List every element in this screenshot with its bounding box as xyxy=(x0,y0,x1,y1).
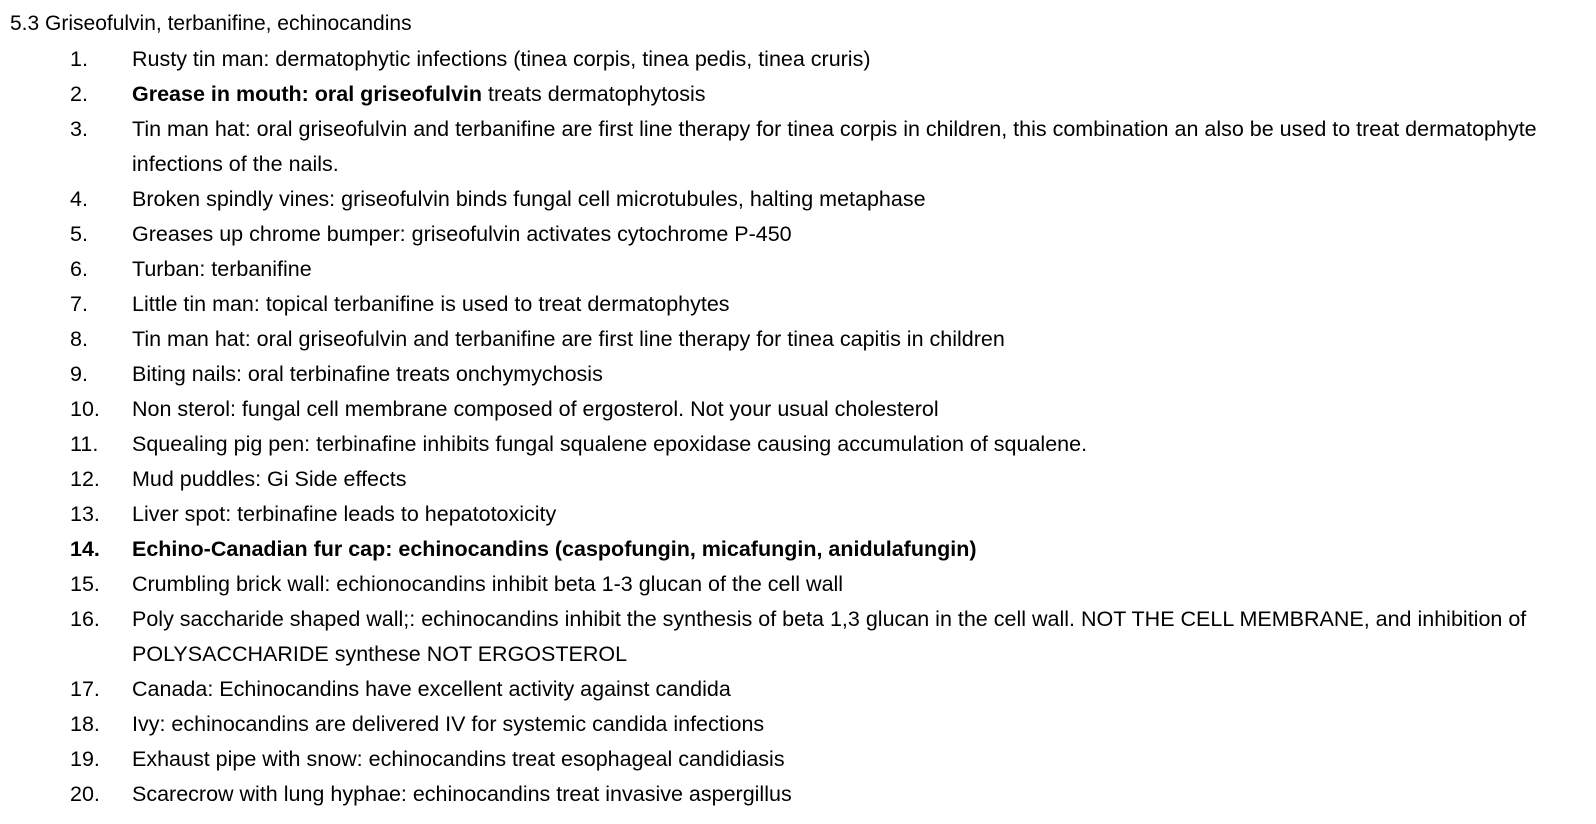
item-text: Non sterol: fungal cell membrane compose… xyxy=(132,397,939,421)
list-item: 3. Tin man hat: oral griseofulvin and te… xyxy=(10,112,1580,182)
item-text: Turban: terbanifine xyxy=(132,257,312,281)
item-number: 14. xyxy=(70,537,100,561)
item-number: 15. xyxy=(70,572,100,596)
item-number: 6. xyxy=(70,257,88,281)
item-text: Grease in mouth: oral griseofulvin treat… xyxy=(132,77,1580,112)
item-text: Liver spot: terbinafine leads to hepatot… xyxy=(132,502,557,526)
item-number: 12. xyxy=(70,467,100,491)
item-number: 11. xyxy=(70,432,99,456)
item-bold-text: Grease in mouth: oral griseofulvin xyxy=(132,82,483,106)
item-number: 3. xyxy=(70,117,88,141)
item-text: Scarecrow with lung hyphae: echinocandin… xyxy=(132,782,792,806)
item-number: 16. xyxy=(70,607,100,631)
item-text: Broken spindly vines: griseofulvin binds… xyxy=(132,187,926,211)
list-item: 13. Liver spot: terbinafine leads to hep… xyxy=(10,497,1580,532)
item-number: 1. xyxy=(70,47,88,71)
list-item: 1. Rusty tin man: dermatophytic infectio… xyxy=(10,42,1580,77)
item-plain-text: treats dermatophytosis xyxy=(482,82,706,106)
list-item: 15. Crumbling brick wall: echionocandins… xyxy=(10,567,1580,602)
item-text: Crumbling brick wall: echionocandins inh… xyxy=(132,572,844,596)
item-text: Rusty tin man: dermatophytic infections … xyxy=(132,47,871,71)
item-text: Greases up chrome bumper: griseofulvin a… xyxy=(132,222,792,246)
item-text: Biting nails: oral terbinafine treats on… xyxy=(132,362,603,386)
item-text: Little tin man: topical terbanifine is u… xyxy=(132,292,730,316)
item-number: 7. xyxy=(70,292,88,316)
item-text: Tin man hat: oral griseofulvin and terba… xyxy=(132,117,1537,176)
item-text: Exhaust pipe with snow: echinocandins tr… xyxy=(132,747,785,771)
list-item: 14. Echino-Canadian fur cap: echinocandi… xyxy=(10,532,1580,567)
list-item: 17. Canada: Echinocandins have excellent… xyxy=(10,672,1580,707)
list-item: 10. Non sterol: fungal cell membrane com… xyxy=(10,392,1580,427)
list-item: 18. Ivy: echinocandins are delivered IV … xyxy=(10,707,1580,742)
item-number: 20. xyxy=(70,782,100,806)
item-number: 19. xyxy=(70,747,100,771)
item-number: 18. xyxy=(70,712,100,736)
list-item: 19. Exhaust pipe with snow: echinocandin… xyxy=(10,742,1580,777)
list-item: 16. Poly saccharide shaped wall;: echino… xyxy=(10,602,1580,672)
list-item: 6. Turban: terbanifine xyxy=(10,252,1580,287)
item-text: Canada: Echinocandins have excellent act… xyxy=(132,677,731,701)
item-text: Poly saccharide shaped wall;: echinocand… xyxy=(132,607,1527,666)
item-number: 5. xyxy=(70,222,88,246)
item-text: Ivy: echinocandins are delivered IV for … xyxy=(132,712,765,736)
item-number: 4. xyxy=(70,187,88,211)
list-item: 5. Greases up chrome bumper: griseofulvi… xyxy=(10,217,1580,252)
numbered-list: 1. Rusty tin man: dermatophytic infectio… xyxy=(10,42,1596,812)
item-number: 2. xyxy=(70,82,88,106)
list-item: 2. Grease in mouth: oral griseofulvin tr… xyxy=(10,77,1580,112)
item-text: Mud puddles: Gi Side effects xyxy=(132,467,407,491)
item-number: 10. xyxy=(70,397,100,421)
item-number: 8. xyxy=(70,327,88,351)
item-text: Tin man hat: oral griseofulvin and terba… xyxy=(132,327,1005,351)
list-item: 11. Squealing pig pen: terbinafine inhib… xyxy=(10,427,1580,462)
list-item: 4. Broken spindly vines: griseofulvin bi… xyxy=(10,182,1580,217)
list-item: 9. Biting nails: oral terbinafine treats… xyxy=(10,357,1580,392)
list-item: 8. Tin man hat: oral griseofulvin and te… xyxy=(10,322,1580,357)
list-item: 12. Mud puddles: Gi Side effects xyxy=(10,462,1580,497)
item-number: 17. xyxy=(70,677,100,701)
item-text: Squealing pig pen: terbinafine inhibits … xyxy=(132,432,1088,456)
item-number: 13. xyxy=(70,502,100,526)
item-number: 9. xyxy=(70,362,88,386)
list-item: 7. Little tin man: topical terbanifine i… xyxy=(10,287,1580,322)
item-text: Echino-Canadian fur cap: echinocandins (… xyxy=(132,537,977,561)
list-item: 20. Scarecrow with lung hyphae: echinoca… xyxy=(10,777,1580,812)
section-heading: 5.3 Griseofulvin, terbanifine, echinocan… xyxy=(10,12,412,35)
